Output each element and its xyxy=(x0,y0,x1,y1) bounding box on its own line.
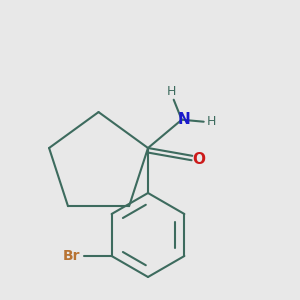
Text: O: O xyxy=(192,152,205,167)
Text: H: H xyxy=(167,85,176,98)
Text: N: N xyxy=(177,112,190,127)
Text: H: H xyxy=(207,115,216,128)
Text: Br: Br xyxy=(63,249,80,263)
